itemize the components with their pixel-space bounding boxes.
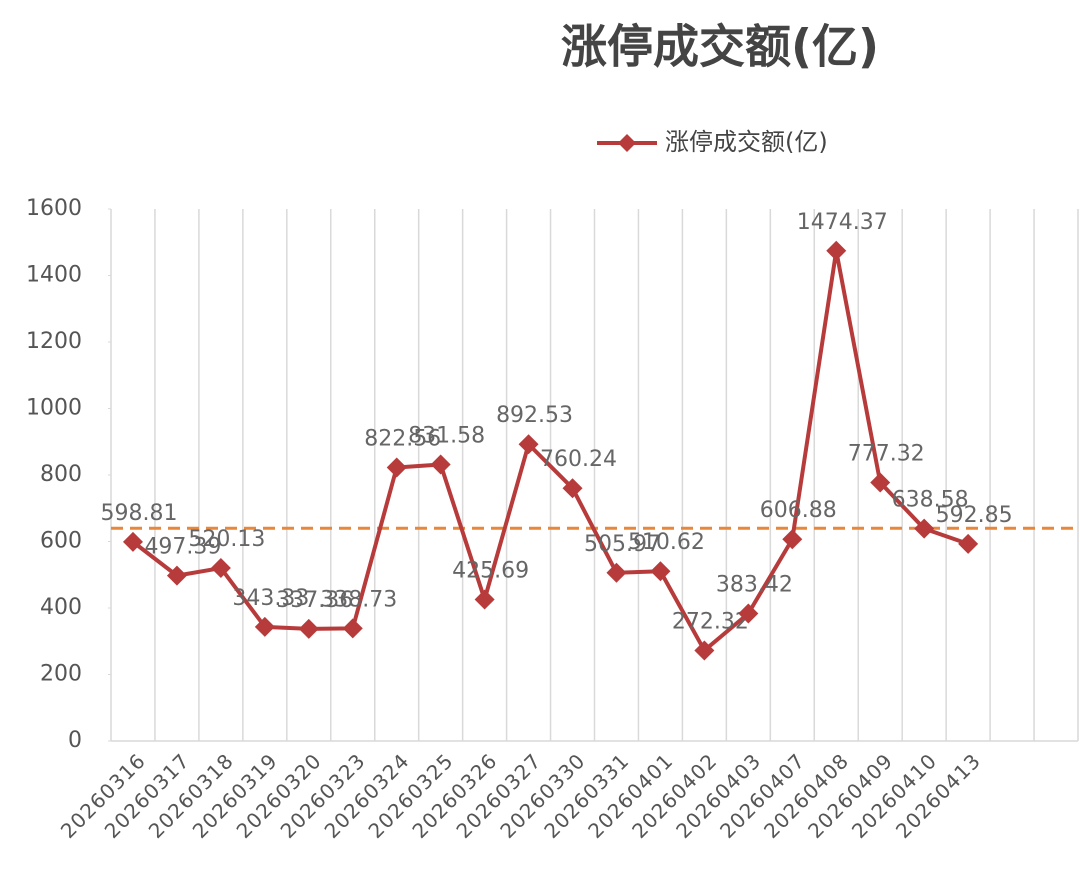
- legend-label: 涨停成交额(亿): [665, 128, 828, 156]
- data-label: 383.42: [716, 573, 793, 598]
- data-label: 777.32: [848, 442, 925, 467]
- point-marker: [606, 562, 627, 583]
- y-tick-label: 1400: [26, 263, 82, 288]
- y-tick-label: 800: [40, 462, 82, 487]
- point-marker: [738, 603, 759, 624]
- y-tick-label: 1600: [26, 196, 82, 221]
- data-label: 606.88: [760, 498, 837, 523]
- data-label: 831.58: [408, 423, 485, 448]
- point-marker: [782, 529, 803, 550]
- point-marker: [210, 558, 231, 579]
- data-label: 272.32: [672, 609, 749, 634]
- data-label: 425.69: [452, 558, 529, 583]
- y-tick-label: 200: [40, 662, 82, 687]
- data-label: 760.24: [540, 447, 617, 472]
- point-marker: [826, 240, 847, 261]
- y-tick-label: 600: [40, 529, 82, 554]
- data-label: 822.56: [364, 426, 441, 451]
- point-marker: [474, 589, 495, 610]
- data-label: 638.58: [892, 488, 969, 513]
- data-label: 343.33: [232, 586, 309, 611]
- data-label: 505.97: [584, 532, 661, 557]
- point-marker: [430, 454, 451, 475]
- data-label: 520.13: [188, 527, 265, 552]
- y-tick-label: 400: [40, 595, 82, 620]
- point-marker: [914, 518, 935, 539]
- data-label: 338.73: [320, 587, 397, 612]
- point-marker: [122, 531, 143, 552]
- point-marker: [694, 640, 715, 661]
- data-label: 598.81: [100, 501, 177, 526]
- point-marker: [342, 618, 363, 639]
- y-tick-label: 0: [68, 728, 82, 753]
- point-marker: [298, 618, 319, 639]
- data-label: 510.62: [628, 530, 705, 555]
- point-marker: [166, 565, 187, 586]
- point-marker: [386, 457, 407, 478]
- data-label: 497.39: [144, 535, 221, 560]
- point-marker: [562, 478, 583, 499]
- data-label: 592.85: [936, 503, 1013, 528]
- point-marker: [254, 616, 275, 637]
- data-label: 1474.37: [797, 210, 888, 235]
- point-marker: [518, 434, 539, 455]
- data-label: 337.36: [276, 588, 353, 613]
- y-tick-label: 1200: [26, 329, 82, 354]
- point-marker: [870, 472, 891, 493]
- chart-title: 涨停成交额(亿): [561, 20, 879, 74]
- y-tick-label: 1000: [26, 396, 82, 421]
- point-marker: [958, 533, 979, 554]
- data-label: 892.53: [496, 403, 573, 428]
- point-marker: [650, 561, 671, 582]
- legend-marker: [618, 134, 636, 152]
